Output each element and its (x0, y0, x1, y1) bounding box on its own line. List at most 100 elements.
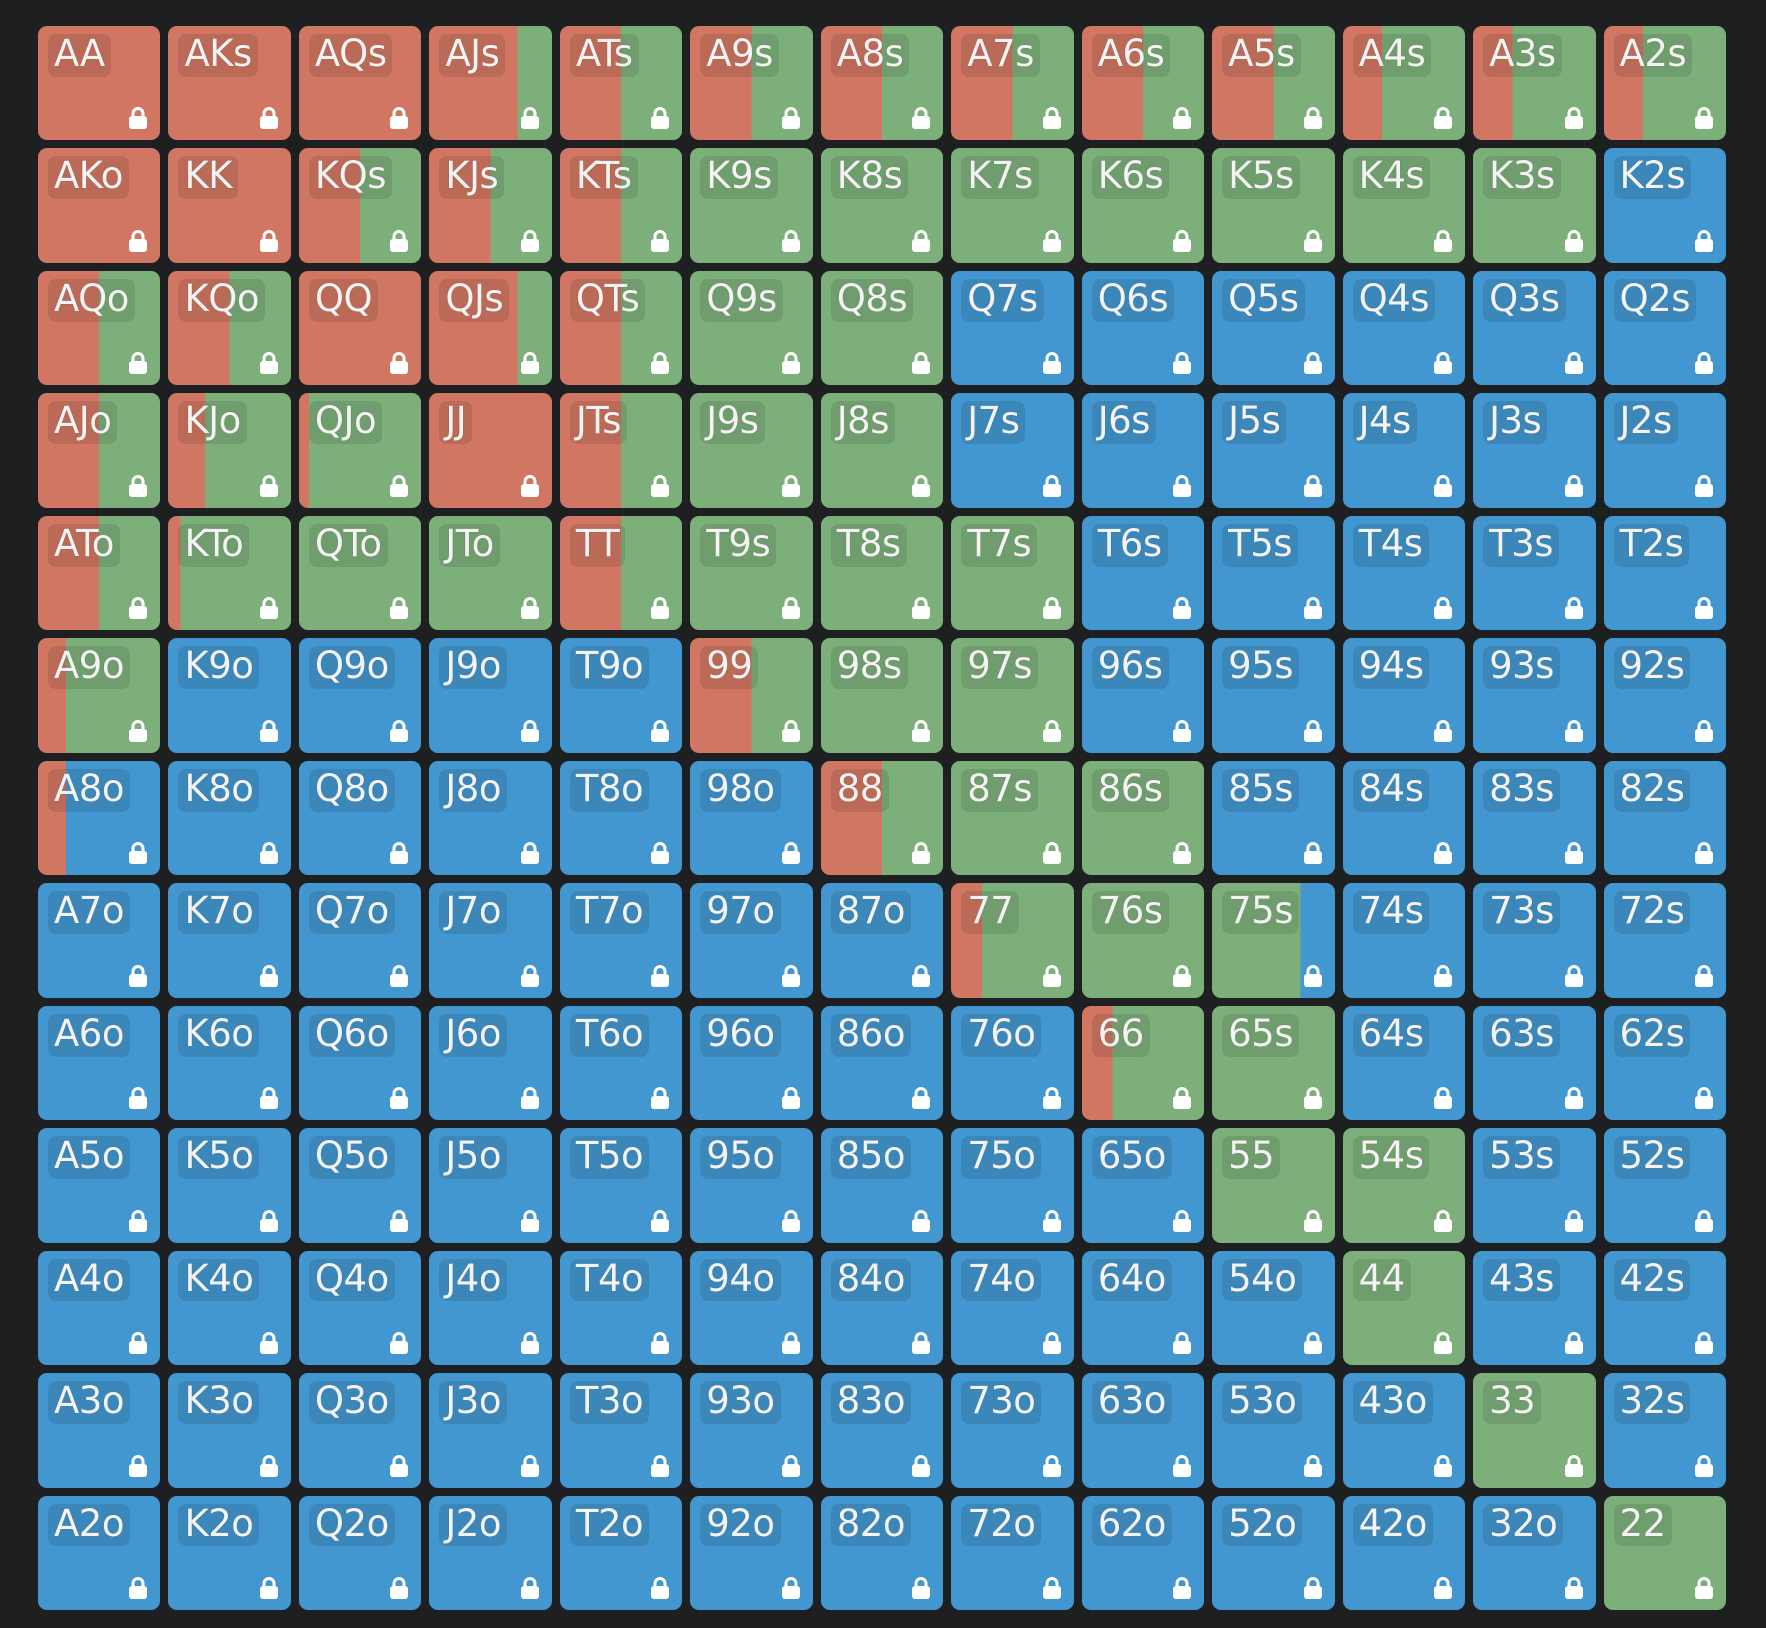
lock-icon[interactable] (1171, 1209, 1193, 1233)
hand-cell-63o[interactable]: 63o (1081, 1373, 1205, 1488)
hand-cell-54o[interactable]: 54o (1212, 1250, 1335, 1366)
hand-cell-a2s[interactable]: A2s (1603, 26, 1726, 141)
lock-icon[interactable] (258, 1209, 280, 1233)
hand-cell-96s[interactable]: 96s (1081, 638, 1205, 753)
lock-icon[interactable] (780, 1086, 802, 1110)
lock-icon[interactable] (127, 106, 149, 130)
lock-icon[interactable] (127, 1331, 149, 1355)
hand-cell-j2s[interactable]: J2s (1603, 393, 1726, 508)
hand-cell-53o[interactable]: 53o (1212, 1373, 1335, 1488)
lock-icon[interactable] (127, 474, 149, 498)
lock-icon[interactable] (1693, 1576, 1715, 1600)
lock-icon[interactable] (780, 351, 802, 375)
lock-icon[interactable] (1302, 596, 1324, 620)
hand-cell-t4o[interactable]: T4o (559, 1250, 683, 1366)
lock-icon[interactable] (1432, 1331, 1454, 1355)
hand-cell-t2s[interactable]: T2s (1603, 515, 1726, 631)
hand-cell-44[interactable]: 44 (1342, 1250, 1466, 1366)
hand-cell-87s[interactable]: 87s (951, 760, 1074, 876)
hand-cell-j4s[interactable]: J4s (1342, 393, 1466, 508)
hand-cell-aqo[interactable]: AQo (38, 270, 161, 386)
lock-icon[interactable] (1693, 1454, 1715, 1478)
hand-cell-k6o[interactable]: K6o (168, 1005, 291, 1121)
hand-cell-a9o[interactable]: A9o (38, 638, 161, 753)
hand-cell-k7s[interactable]: K7s (951, 148, 1074, 263)
hand-cell-k8o[interactable]: K8o (168, 760, 291, 876)
lock-icon[interactable] (388, 1454, 410, 1478)
lock-icon[interactable] (1302, 964, 1324, 988)
lock-icon[interactable] (1041, 1209, 1063, 1233)
hand-cell-ats[interactable]: ATs (559, 26, 683, 141)
lock-icon[interactable] (1693, 474, 1715, 498)
hand-cell-t8s[interactable]: T8s (820, 515, 944, 631)
lock-icon[interactable] (649, 719, 671, 743)
lock-icon[interactable] (258, 1331, 280, 1355)
lock-icon[interactable] (519, 1576, 541, 1600)
hand-cell-qjs[interactable]: QJs (429, 270, 552, 386)
hand-cell-98o[interactable]: 98o (690, 760, 813, 876)
lock-icon[interactable] (910, 719, 932, 743)
hand-cell-52s[interactable]: 52s (1603, 1128, 1726, 1243)
hand-cell-k5s[interactable]: K5s (1212, 148, 1335, 263)
hand-cell-jj[interactable]: JJ (429, 393, 552, 508)
hand-cell-84s[interactable]: 84s (1342, 760, 1466, 876)
hand-cell-k9o[interactable]: K9o (168, 638, 291, 753)
lock-icon[interactable] (910, 351, 932, 375)
hand-cell-j9s[interactable]: J9s (690, 393, 813, 508)
lock-icon[interactable] (1302, 351, 1324, 375)
lock-icon[interactable] (1171, 841, 1193, 865)
hand-cell-a8o[interactable]: A8o (38, 760, 161, 876)
lock-icon[interactable] (910, 1454, 932, 1478)
lock-icon[interactable] (1171, 1454, 1193, 1478)
lock-icon[interactable] (649, 1209, 671, 1233)
lock-icon[interactable] (1432, 596, 1454, 620)
hand-cell-q3o[interactable]: Q3o (298, 1373, 422, 1488)
lock-icon[interactable] (127, 964, 149, 988)
hand-cell-65o[interactable]: 65o (1081, 1128, 1205, 1243)
lock-icon[interactable] (910, 1576, 932, 1600)
lock-icon[interactable] (1041, 229, 1063, 253)
hand-cell-95o[interactable]: 95o (690, 1128, 813, 1243)
lock-icon[interactable] (127, 1209, 149, 1233)
hand-cell-85s[interactable]: 85s (1212, 760, 1335, 876)
hand-cell-64s[interactable]: 64s (1342, 1005, 1466, 1121)
lock-icon[interactable] (1563, 1576, 1585, 1600)
hand-cell-75s[interactable]: 75s (1212, 883, 1335, 998)
lock-icon[interactable] (1302, 106, 1324, 130)
lock-icon[interactable] (1693, 596, 1715, 620)
lock-icon[interactable] (1693, 229, 1715, 253)
lock-icon[interactable] (127, 1454, 149, 1478)
lock-icon[interactable] (910, 964, 932, 988)
lock-icon[interactable] (910, 841, 932, 865)
hand-cell-aa[interactable]: AA (38, 26, 161, 141)
hand-cell-63s[interactable]: 63s (1473, 1005, 1596, 1121)
hand-cell-q4s[interactable]: Q4s (1342, 270, 1466, 386)
lock-icon[interactable] (1171, 229, 1193, 253)
lock-icon[interactable] (1693, 964, 1715, 988)
hand-cell-a2o[interactable]: A2o (38, 1495, 161, 1610)
hand-cell-98s[interactable]: 98s (820, 638, 944, 753)
lock-icon[interactable] (910, 106, 932, 130)
lock-icon[interactable] (1432, 719, 1454, 743)
hand-cell-55[interactable]: 55 (1212, 1128, 1335, 1243)
lock-icon[interactable] (127, 596, 149, 620)
lock-icon[interactable] (519, 964, 541, 988)
hand-cell-k2s[interactable]: K2s (1603, 148, 1726, 263)
hand-cell-k5o[interactable]: K5o (168, 1128, 291, 1243)
hand-cell-93s[interactable]: 93s (1473, 638, 1596, 753)
hand-cell-88[interactable]: 88 (820, 760, 944, 876)
hand-cell-t6o[interactable]: T6o (559, 1005, 683, 1121)
hand-cell-j5s[interactable]: J5s (1212, 393, 1335, 508)
lock-icon[interactable] (1041, 1086, 1063, 1110)
lock-icon[interactable] (258, 474, 280, 498)
hand-cell-32o[interactable]: 32o (1473, 1495, 1596, 1610)
lock-icon[interactable] (1693, 1331, 1715, 1355)
hand-cell-t6s[interactable]: T6s (1081, 515, 1205, 631)
lock-icon[interactable] (1041, 841, 1063, 865)
lock-icon[interactable] (1693, 106, 1715, 130)
lock-icon[interactable] (258, 1086, 280, 1110)
lock-icon[interactable] (1041, 1331, 1063, 1355)
lock-icon[interactable] (910, 1331, 932, 1355)
lock-icon[interactable] (649, 964, 671, 988)
hand-cell-a9s[interactable]: A9s (690, 26, 813, 141)
